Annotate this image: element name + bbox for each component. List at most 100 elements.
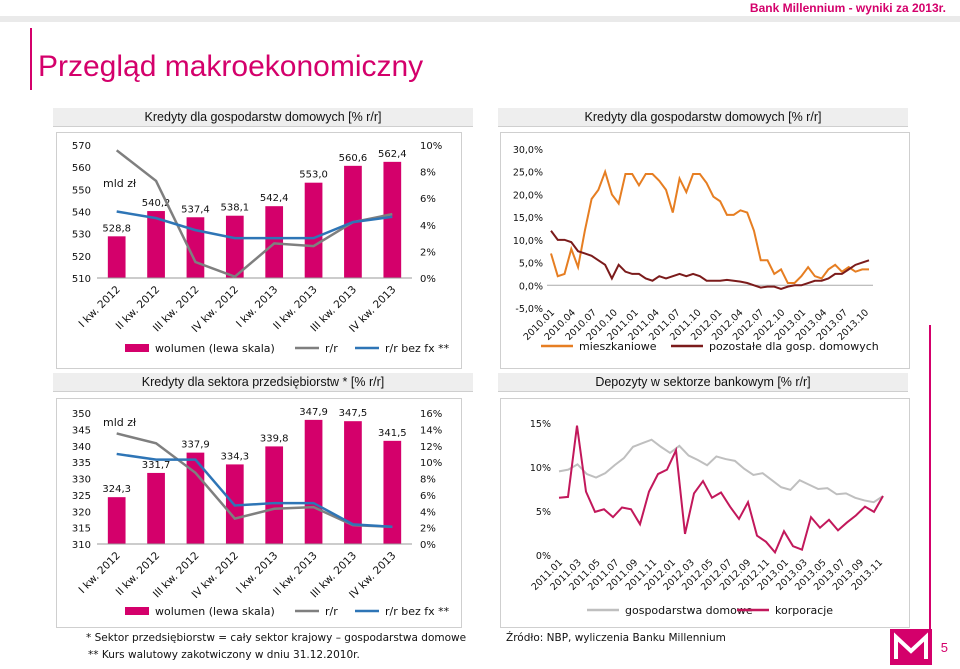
chart3-ytick-left: 320: [72, 507, 91, 518]
chart1-bar-label: 528,8: [102, 223, 131, 234]
chart1-bar-label: 560,6: [339, 153, 368, 164]
chart1-ytick-left: 510: [72, 274, 91, 285]
chart3-ytick-right: 4%: [420, 507, 436, 518]
page-title: Przegląd makroekonomiczny: [38, 50, 424, 83]
chart3-bar: [107, 497, 126, 544]
chart1-ytick-left: 540: [72, 208, 91, 219]
chart4-legend-label: korporacje: [775, 604, 833, 617]
chart4-legend-label: gospodarstwa domowe: [625, 604, 753, 617]
chart2-title: Kredyty dla gospodarstw domowych [% r/r]: [498, 108, 908, 127]
chart3-ytick-left: 345: [72, 425, 91, 436]
chart2-legend-label: pozostałe dla gosp. domowych: [709, 340, 879, 353]
chart3-bar-label: 339,8: [260, 433, 289, 444]
chart4-title: Depozyty w sektorze bankowym [% r/r]: [498, 373, 908, 392]
chart3-ytick-right: 2%: [420, 524, 436, 535]
chart4-ytick: 0%: [536, 551, 551, 562]
top-bar: Bank Millennium - wyniki za 2013r.: [0, 0, 960, 18]
chart1-ytick-right: 2%: [420, 247, 436, 258]
chart3-bar-label: 324,3: [102, 484, 131, 495]
chart3-ytick-left: 310: [72, 540, 91, 551]
chart1-legend-label: r/r: [325, 342, 338, 355]
chart4-ytick: 15%: [530, 419, 551, 430]
chart3-unit-label: mld zł: [103, 416, 137, 429]
chart2-line-1: [550, 230, 870, 290]
chart3-bar: [344, 421, 362, 544]
brand-header: Bank Millennium - wyniki za 2013r.: [749, 1, 946, 15]
chart4-ytick: 5%: [536, 507, 551, 518]
footnote-1: * Sektor przedsiębiorstw = cały sektor k…: [86, 632, 467, 644]
chart1-bar-label: 537,4: [181, 204, 210, 215]
chart1-bar: [383, 161, 402, 278]
logo: [890, 629, 932, 665]
chart2-ytick: -5,0%: [515, 304, 543, 315]
chart2-ytick: 30,0%: [513, 145, 543, 156]
chart3-svg: 310 315 320 325 330 335 340 345 350 0% 2% 4% 6% 8% 10%…: [72, 407, 450, 618]
chart3-bar: [383, 440, 402, 544]
chart1-bar: [304, 182, 323, 278]
chart1-bar-label: 540,2: [142, 198, 171, 209]
chart1-bar: [265, 206, 284, 278]
chart1-ytick-left: 530: [72, 230, 91, 241]
chart3-bar: [304, 419, 323, 544]
chart3-ytick-right: 6%: [420, 491, 436, 502]
chart3-bar-label: 331,7: [142, 460, 171, 471]
chart1-bar-label: 562,4: [378, 149, 407, 160]
chart3-ytick-left: 340: [72, 442, 91, 453]
chart2-ytick: 25,0%: [513, 168, 543, 179]
chart3-bar: [186, 452, 205, 544]
top-band: [0, 16, 960, 22]
chart1-ytick-right: 10%: [420, 141, 442, 152]
chart2-ytick: 5,0%: [519, 259, 543, 270]
chart3-legend-label: r/r: [325, 605, 338, 618]
chart4-line-1: [558, 425, 884, 555]
chart2-ytick: 0,0%: [519, 281, 543, 292]
chart1-legend-swatch-bar: [125, 344, 149, 352]
chart3-ytick-right: 10%: [420, 458, 442, 469]
chart2-svg: -5,0%0,0%5,0%10,0%15,0%20,0%25,0%30,0%20…: [513, 145, 879, 353]
page-number: 5: [940, 640, 948, 655]
chart4-ytick: 10%: [530, 463, 551, 474]
source-note: Źródło: NBP, wyliczenia Banku Millennium: [506, 632, 726, 644]
chart3-bar: [147, 472, 165, 544]
chart1-ytick-right: 0%: [420, 274, 436, 285]
chart1-legend-label: r/r bez fx **: [385, 342, 450, 355]
chart3-bar-label: 341,5: [378, 428, 407, 439]
chart1-ytick-left: 570: [72, 141, 91, 152]
left-accent-line: [30, 28, 32, 90]
chart1-bar-label: 553,0: [299, 170, 328, 181]
chart3-ytick-right: 0%: [420, 540, 436, 551]
chart3-line-rr-bez-fx: [116, 452, 393, 529]
chart4-frame: 0% 5% 10% 15% 2011.01 2011.03 2011.05 2011.07 20…: [500, 398, 910, 628]
chart1-unit-label: mld zł: [103, 177, 137, 190]
chart2-ytick: 10,0%: [513, 236, 543, 247]
chart2-line-0: [550, 168, 869, 285]
chart3-legend-swatch-bar: [125, 607, 149, 615]
chart3-bar-label: 347,9: [299, 407, 328, 418]
chart2-frame: -5,0% 0,0% 5,0% 10,0% 15,0% 20,0% 25,0% 30,0% 20…: [500, 132, 910, 369]
chart4-line-0: [558, 438, 884, 504]
chart1-ytick-left: 560: [72, 163, 91, 174]
chart3-ytick-right: 8%: [420, 475, 436, 486]
chart1-bar: [147, 211, 165, 278]
chart1-bar-label: 542,4: [260, 193, 289, 204]
chart1-bar-label: 538,1: [220, 203, 249, 214]
chart3-ytick-left: 325: [72, 491, 91, 502]
chart3-bar: [265, 446, 284, 544]
chart3-bar-label: 347,5: [339, 408, 368, 419]
footnote-2: ** Kurs walutowy zakotwiczony w dniu 31.…: [88, 649, 360, 661]
chart1-bar: [225, 215, 244, 278]
chart3-ytick-left: 350: [72, 409, 91, 420]
chart1-legend-label: wolumen (lewa skala): [155, 342, 275, 355]
chart1-ytick-right: 4%: [420, 221, 436, 232]
chart2-legend-label: mieszkaniowe: [579, 340, 657, 353]
chart1-ytick-left: 520: [72, 252, 91, 263]
chart3-ytick-right: 16%: [420, 409, 442, 420]
chart2-ytick: 20,0%: [513, 190, 543, 201]
chart3-ytick-left: 330: [72, 475, 91, 486]
chart3-legend-label: wolumen (lewa skala): [155, 605, 275, 618]
right-accent-line: [929, 325, 931, 635]
chart3-bar-label: 337,9: [181, 440, 210, 451]
chart1-ytick-right: 6%: [420, 194, 436, 205]
chart1-frame: 510 520 530 540 550 560 570 0% 2% 4% 6% 8% 10% mld zł…: [56, 132, 462, 369]
chart4-svg: 0%5%10%15%2011.012011.032011.052011.0720…: [530, 419, 886, 617]
